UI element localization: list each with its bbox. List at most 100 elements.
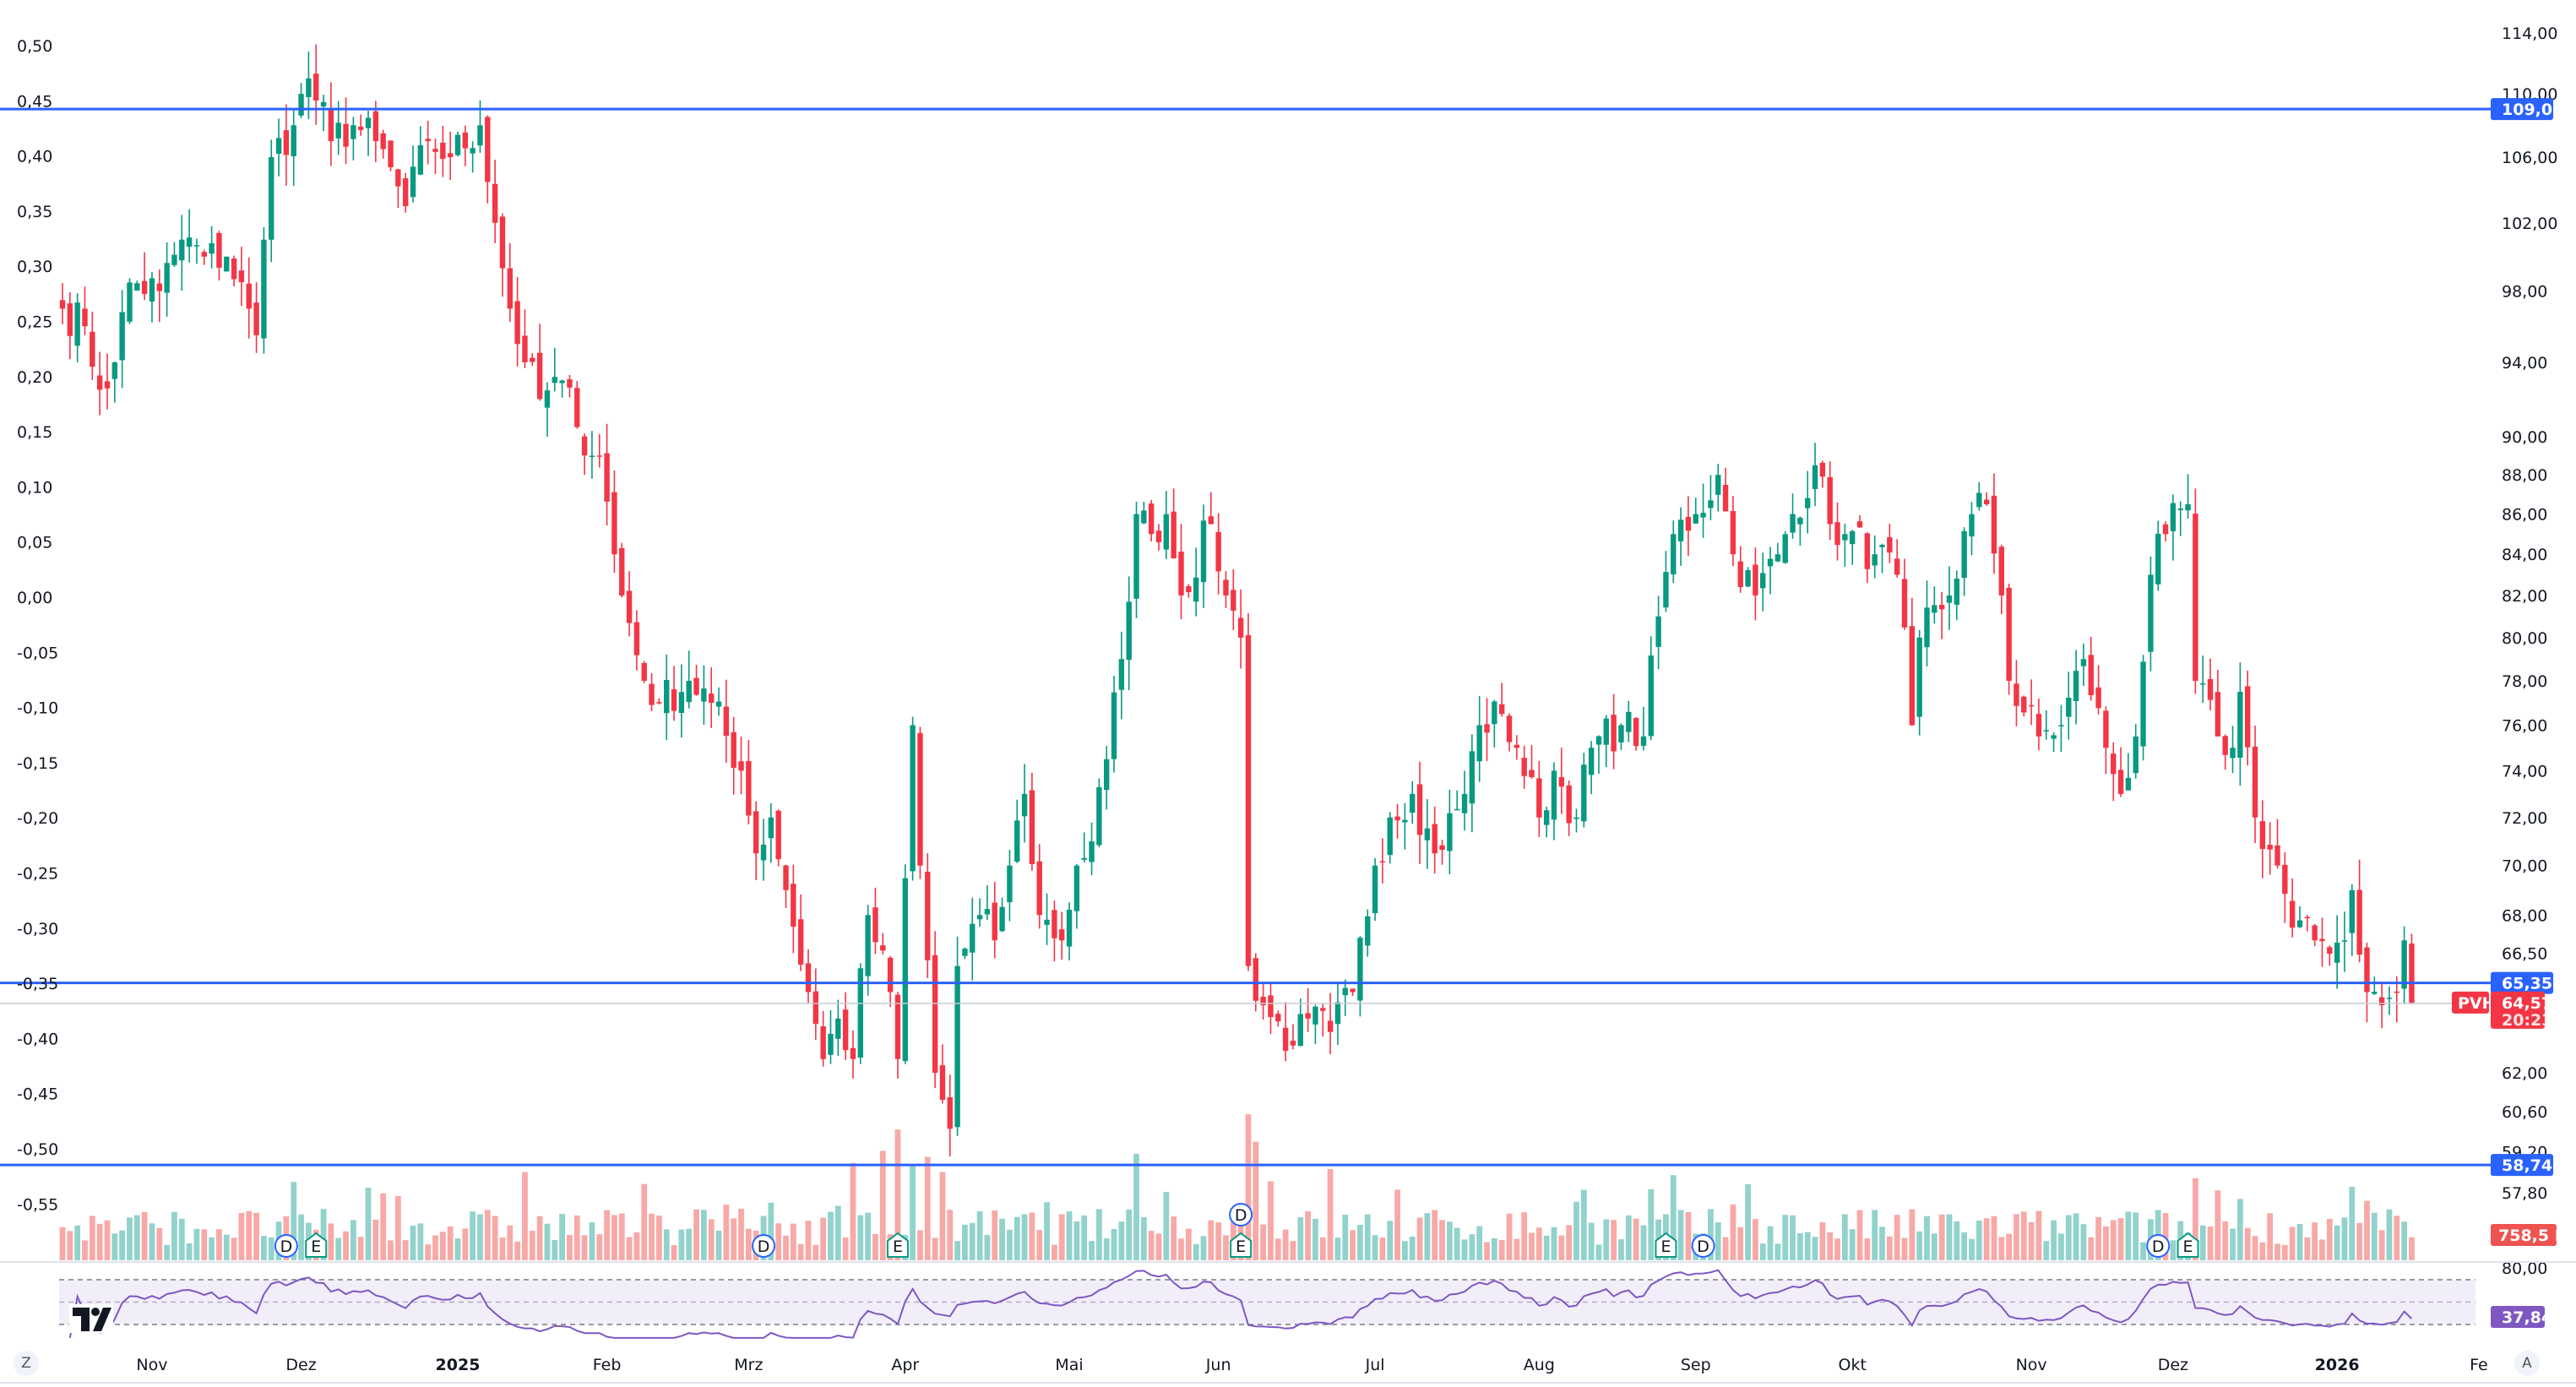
candle-body (1611, 715, 1617, 752)
candle-body (1655, 616, 1661, 647)
candle (2035, 698, 2042, 751)
price-line-badge[interactable] (2491, 1154, 2553, 1177)
volume-bar (559, 1213, 566, 1260)
volume-bar (857, 1215, 864, 1260)
candle (499, 213, 506, 297)
candle (984, 885, 991, 921)
candle-body (320, 101, 327, 107)
volume-bar (1111, 1228, 1117, 1260)
candle (1469, 734, 1475, 833)
candle-body (1782, 534, 1788, 563)
candle-body (1081, 857, 1087, 860)
candle (1410, 781, 1416, 824)
volume-bar (2304, 1237, 2311, 1260)
volume-bar (1535, 1227, 1542, 1260)
candle (492, 160, 498, 243)
candle-body (1260, 997, 1266, 1006)
candle-body (1439, 845, 1445, 851)
volume-bar (626, 1237, 633, 1260)
candle-body (1595, 736, 1602, 745)
candle (1334, 982, 1341, 1046)
time-axis-label: Fe (2470, 1356, 2488, 1374)
volume-bar (2199, 1225, 2206, 1260)
volume-bar (1677, 1210, 1684, 1260)
horizontal-lines[interactable] (0, 107, 2492, 1167)
event-label: D (280, 1237, 293, 1256)
volume-bar (1044, 1202, 1050, 1260)
price-axis[interactable]: 114,00110,00106,00102,0098,0094,0090,008… (2452, 24, 2568, 1328)
volume-bar (1073, 1221, 1080, 1260)
candle-body (179, 239, 185, 261)
candle (544, 382, 551, 438)
candle-body (2394, 991, 2399, 993)
volume-bar (2409, 1237, 2415, 1260)
price-axis-label: 88,00 (2502, 466, 2547, 485)
candle (760, 819, 767, 881)
candle-body (626, 590, 633, 623)
dividend-marker[interactable]: D (274, 1234, 298, 1258)
candle (328, 82, 334, 166)
event-markers[interactable]: D E D EDE E D D E (274, 1203, 2199, 1258)
candle (380, 129, 386, 159)
price-line-badge[interactable] (2491, 98, 2553, 121)
candle-body (820, 1025, 826, 1059)
candle-body (1231, 590, 1236, 612)
auto-scale-button[interactable]: A (2514, 1351, 2540, 1376)
candle (559, 379, 565, 398)
dividend-icon (2146, 1234, 2171, 1258)
candle (201, 249, 207, 265)
candle-body (1514, 744, 1520, 748)
volume-bar (1058, 1214, 1065, 1260)
candle (1178, 524, 1184, 620)
candle (2349, 884, 2356, 956)
rsi-line (68, 1269, 2413, 1339)
candle-body (1969, 514, 1975, 537)
candle-body (1805, 498, 1811, 509)
earnings-marker[interactable]: E (2177, 1232, 2199, 1258)
volume-bar (141, 1211, 148, 1260)
price-axis-label: 94,00 (2502, 354, 2547, 373)
dividend-marker[interactable]: D (1691, 1234, 1715, 1258)
dividend-marker[interactable]: D (1229, 1203, 1253, 1227)
dividend-marker[interactable]: D (2146, 1234, 2171, 1258)
candle (2117, 747, 2124, 797)
volume-bar (268, 1237, 274, 1260)
rsi-pane (59, 1269, 2475, 1339)
earnings-marker[interactable]: E (886, 1232, 909, 1258)
volume-bar (365, 1188, 372, 1260)
volume-bar (1312, 1218, 1318, 1260)
candle-body (59, 300, 66, 309)
volume-bar (1753, 1219, 1758, 1260)
candle (1514, 735, 1520, 760)
candle-body (1976, 492, 1982, 508)
candle-body (1186, 585, 1192, 593)
candle-body (2386, 998, 2393, 999)
volume-bar (1103, 1237, 1110, 1260)
earnings-marker[interactable]: E (1655, 1232, 1677, 1258)
volume-bar (514, 1241, 521, 1260)
candle (820, 1010, 826, 1067)
candle (842, 992, 849, 1060)
volume-bar (2103, 1226, 2109, 1260)
candle (671, 666, 677, 721)
candle (1111, 675, 1117, 773)
candle-body (1178, 552, 1184, 596)
volume-bar (156, 1227, 163, 1260)
candle-body (402, 178, 409, 207)
dividend-marker[interactable]: D (752, 1234, 776, 1258)
volume-bar (410, 1226, 416, 1260)
volume-bar (1790, 1215, 1796, 1260)
candle-body (880, 945, 886, 951)
earnings-marker[interactable]: E (305, 1232, 328, 1258)
time-axis[interactable]: Nov Dez 2025 Feb Mrz Apr Mai Jun Jul Aug Sep Okt Nov… (136, 1356, 2487, 1374)
earnings-marker[interactable]: E (1230, 1232, 1253, 1258)
price-line-badge[interactable] (2491, 971, 2553, 994)
candle (82, 286, 88, 335)
timezone-button[interactable]: Z (14, 1351, 39, 1376)
candle (2021, 695, 2027, 717)
earnings-icon (886, 1232, 909, 1258)
candle-body (2193, 514, 2198, 681)
candle (954, 936, 960, 1136)
volume-bar (820, 1217, 827, 1260)
